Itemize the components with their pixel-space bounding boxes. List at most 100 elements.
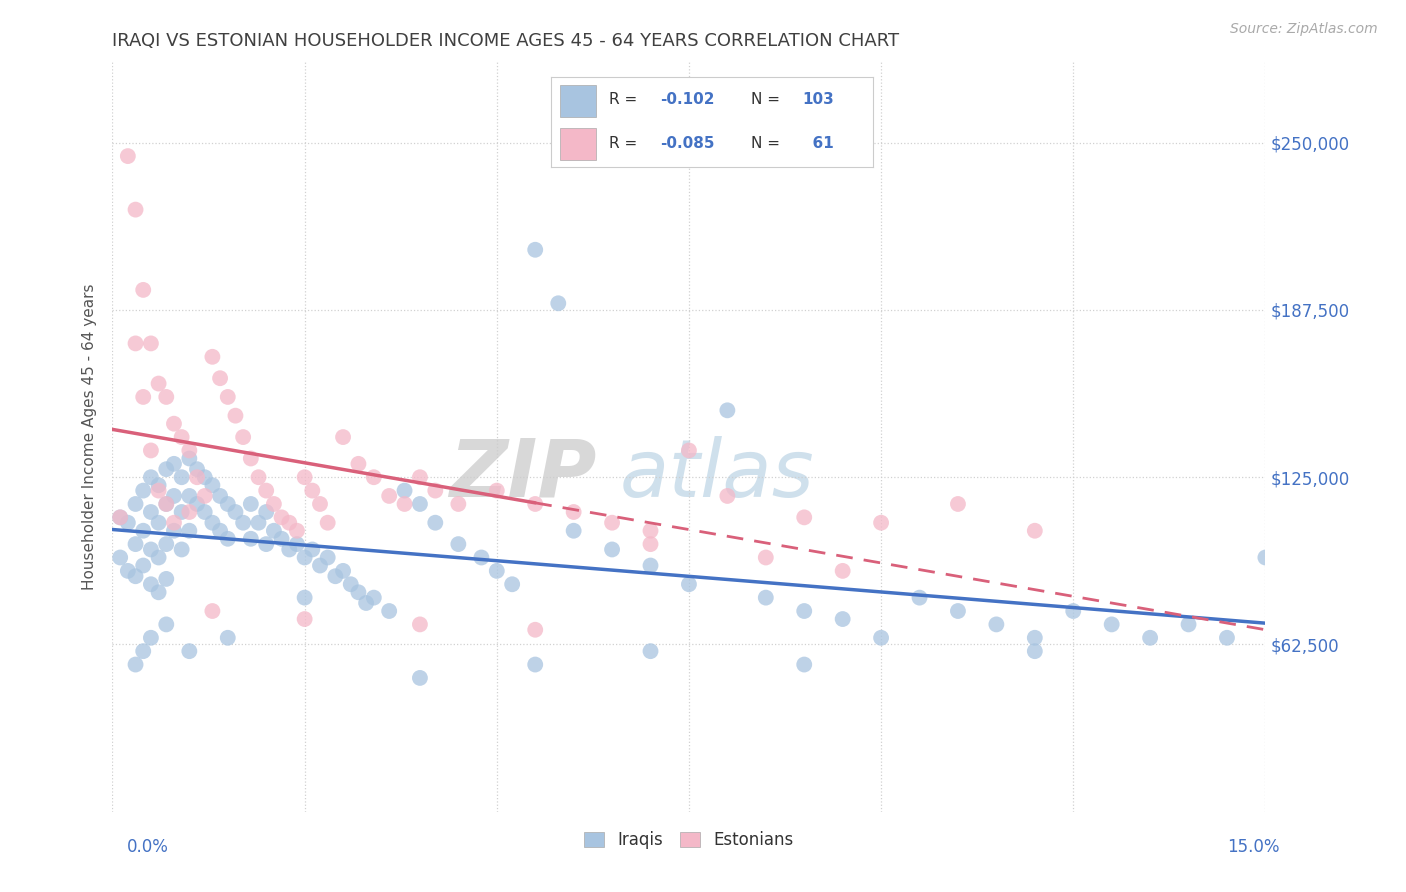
Point — [640, 524, 662, 538]
Point — [163, 417, 186, 431]
Point — [170, 505, 193, 519]
Point — [294, 612, 316, 626]
Point — [600, 516, 623, 530]
Point — [332, 564, 354, 578]
Point — [285, 537, 308, 551]
Point — [247, 516, 270, 530]
Point — [600, 542, 623, 557]
Point — [394, 483, 416, 498]
Point — [1062, 604, 1084, 618]
Point — [294, 550, 316, 565]
Point — [263, 524, 285, 538]
Point — [239, 497, 262, 511]
Point — [132, 390, 155, 404]
Point — [278, 542, 301, 557]
Point — [194, 505, 217, 519]
Point — [117, 149, 139, 163]
Point — [155, 462, 177, 476]
Point — [139, 631, 162, 645]
Point — [755, 591, 778, 605]
Point — [179, 489, 201, 503]
Point — [1177, 617, 1199, 632]
Point — [139, 542, 162, 557]
Point — [378, 489, 401, 503]
Point — [155, 497, 177, 511]
Point — [447, 537, 470, 551]
Point — [132, 558, 155, 573]
Point — [870, 631, 893, 645]
Point — [301, 483, 323, 498]
Point — [108, 510, 131, 524]
Point — [409, 671, 432, 685]
Point — [224, 505, 246, 519]
Point — [678, 577, 700, 591]
Point — [139, 577, 162, 591]
Point — [209, 371, 232, 385]
Point — [716, 403, 738, 417]
Point — [217, 532, 239, 546]
Point — [179, 524, 201, 538]
Point — [1024, 631, 1046, 645]
Point — [155, 497, 177, 511]
Point — [254, 537, 277, 551]
Point — [148, 550, 170, 565]
Point — [139, 505, 162, 519]
Point — [254, 483, 277, 498]
Point — [209, 489, 232, 503]
Text: IRAQI VS ESTONIAN HOUSEHOLDER INCOME AGES 45 - 64 YEARS CORRELATION CHART: IRAQI VS ESTONIAN HOUSEHOLDER INCOME AGE… — [112, 32, 900, 50]
Point — [831, 612, 853, 626]
Point — [309, 497, 332, 511]
Point — [270, 532, 292, 546]
Point — [339, 577, 361, 591]
Point — [139, 470, 162, 484]
Point — [239, 451, 262, 466]
Point — [108, 550, 131, 565]
Point — [1216, 631, 1239, 645]
Point — [562, 505, 585, 519]
Point — [186, 462, 208, 476]
Point — [163, 457, 186, 471]
Point — [347, 585, 370, 599]
Point — [124, 497, 146, 511]
Point — [201, 604, 224, 618]
Point — [640, 537, 662, 551]
Point — [409, 497, 432, 511]
Point — [209, 524, 232, 538]
Point — [831, 564, 853, 578]
Point — [201, 478, 224, 492]
Point — [870, 516, 893, 530]
Point — [163, 489, 186, 503]
Point — [132, 524, 155, 538]
Point — [354, 596, 377, 610]
Point — [447, 497, 470, 511]
Point — [309, 558, 332, 573]
Point — [946, 497, 969, 511]
Point — [139, 336, 162, 351]
Point — [217, 390, 239, 404]
Point — [678, 443, 700, 458]
Point — [186, 470, 208, 484]
Point — [363, 470, 385, 484]
Point — [1024, 644, 1046, 658]
Point — [155, 617, 177, 632]
Point — [155, 572, 177, 586]
Point — [263, 497, 285, 511]
Point — [201, 350, 224, 364]
Point — [170, 470, 193, 484]
Point — [239, 532, 262, 546]
Point — [117, 516, 139, 530]
Point — [163, 524, 186, 538]
Point — [294, 591, 316, 605]
Y-axis label: Householder Income Ages 45 - 64 years: Householder Income Ages 45 - 64 years — [82, 284, 97, 591]
Point — [148, 516, 170, 530]
Point — [640, 644, 662, 658]
Point — [485, 564, 508, 578]
Point — [316, 516, 339, 530]
Point — [755, 550, 778, 565]
Point — [155, 390, 177, 404]
Point — [562, 524, 585, 538]
Text: ZIP: ZIP — [450, 435, 596, 514]
Text: Source: ZipAtlas.com: Source: ZipAtlas.com — [1230, 22, 1378, 37]
Point — [170, 430, 193, 444]
Point — [347, 457, 370, 471]
